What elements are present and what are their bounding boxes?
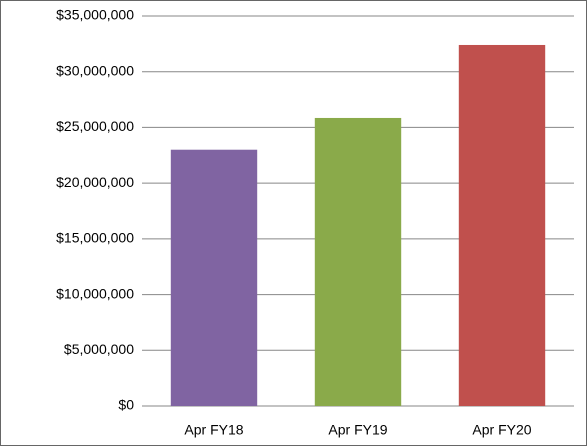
y-tick-label: $35,000,000 bbox=[56, 7, 134, 23]
y-tick-label: $10,000,000 bbox=[56, 285, 134, 301]
y-tick-label: $15,000,000 bbox=[56, 230, 134, 246]
y-tick-label: $0 bbox=[118, 397, 134, 413]
bar bbox=[458, 44, 546, 406]
y-tick-label: $20,000,000 bbox=[56, 174, 134, 190]
x-tick-label: Apr FY19 bbox=[328, 422, 387, 438]
bar bbox=[314, 117, 402, 406]
bar bbox=[170, 149, 258, 406]
y-tick-label: $5,000,000 bbox=[64, 341, 134, 357]
y-tick-label: $25,000,000 bbox=[56, 118, 134, 134]
y-tick-label: $30,000,000 bbox=[56, 62, 134, 78]
x-tick-label: Apr FY20 bbox=[472, 422, 531, 438]
x-tick-label: Apr FY18 bbox=[184, 422, 243, 438]
